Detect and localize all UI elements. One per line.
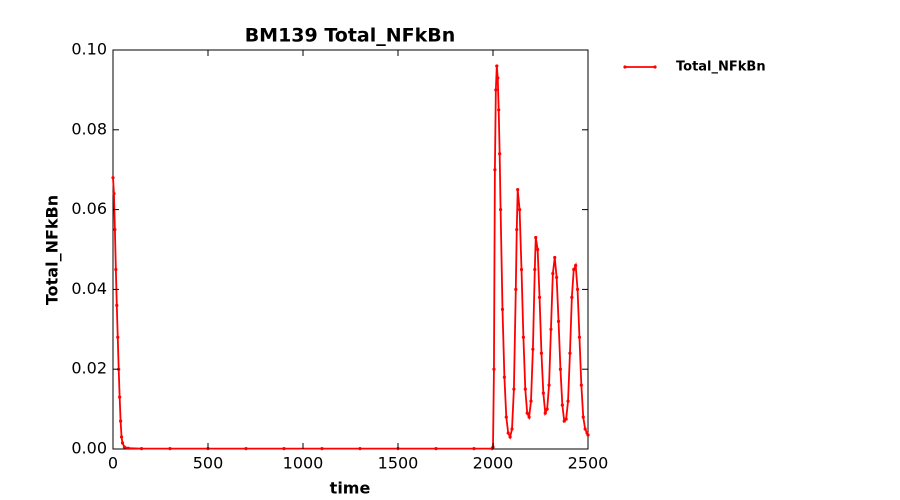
data-point [119, 435, 124, 439]
chart-title: BM139 Total_NFkBn [245, 25, 456, 47]
data-point [244, 447, 248, 451]
data-point [499, 208, 503, 212]
y-tick-label: 0.10 [71, 40, 107, 59]
data-point [529, 399, 533, 403]
data-point [111, 176, 115, 180]
y-tick-label: 0.02 [71, 359, 107, 378]
data-point [549, 327, 553, 331]
legend-label: Total_NFkBn [676, 60, 766, 75]
data-point [533, 267, 537, 272]
x-axis-label: time [330, 479, 371, 498]
data-point [566, 399, 570, 403]
data-point [168, 447, 172, 451]
data-point [574, 263, 578, 268]
data-point [119, 419, 123, 423]
data-point [122, 445, 126, 449]
y-tick-label: 0.00 [71, 439, 107, 458]
data-point [114, 267, 118, 272]
data-point [472, 447, 476, 451]
data-point [506, 431, 510, 435]
data-point [502, 375, 506, 379]
data-point [541, 391, 545, 395]
x-tick-label: 2000 [473, 454, 514, 473]
data-point [531, 347, 535, 351]
data-point [570, 295, 574, 299]
data-point [434, 447, 438, 451]
data-point [508, 435, 512, 439]
data-point [115, 303, 119, 307]
data-point [497, 108, 501, 112]
data-point [519, 267, 524, 272]
data-point [516, 188, 520, 192]
data-point [551, 271, 555, 276]
data-point [139, 447, 144, 451]
data-point [113, 227, 117, 232]
plot-frame [112, 49, 589, 450]
data-point [518, 208, 522, 212]
data-point [539, 351, 544, 355]
data-point [510, 427, 514, 431]
x-tick-label: 500 [193, 454, 224, 473]
data-point [358, 447, 362, 451]
x-tick-label: 0 [108, 454, 118, 473]
data-point [494, 88, 498, 92]
data-point [282, 447, 286, 451]
data-point [568, 351, 572, 355]
data-point [575, 287, 580, 291]
data-point [320, 447, 324, 451]
data-point [118, 395, 122, 399]
x-tick-label: 2500 [568, 454, 609, 473]
data-point [492, 367, 496, 371]
data-point [543, 411, 547, 415]
data-point [536, 247, 540, 252]
data-point [112, 192, 116, 196]
data-point [521, 335, 526, 339]
y-tick-label: 0.04 [71, 279, 107, 298]
data-point [553, 255, 557, 260]
data-point [564, 417, 568, 421]
data-point [579, 383, 583, 387]
data-point [515, 227, 519, 232]
data-point [577, 335, 582, 339]
data-point [547, 383, 551, 387]
data-point [504, 415, 508, 419]
data-point [545, 407, 549, 411]
x-tick-label: 1500 [378, 454, 419, 473]
plot-area [111, 64, 590, 451]
data-point [493, 168, 497, 172]
data-point [126, 446, 130, 450]
data-point [558, 367, 563, 371]
data-point [581, 415, 585, 419]
data-point [556, 319, 561, 323]
data-point [583, 427, 587, 431]
data-point [512, 387, 516, 391]
data-point [495, 64, 499, 68]
legend: Total_NFkBn [623, 60, 766, 75]
data-point [586, 433, 590, 437]
data-point [560, 403, 564, 407]
data-point [120, 441, 125, 445]
x-tick-label: 1000 [283, 454, 324, 473]
data-point [500, 307, 505, 311]
legend-marker [623, 65, 627, 69]
data-point [534, 235, 538, 240]
data-point [527, 415, 531, 419]
y-tick-label: 0.06 [71, 199, 107, 218]
data-point [572, 267, 576, 272]
data-point [514, 287, 518, 291]
data-point [555, 275, 559, 280]
data-point [116, 335, 120, 339]
data-point [498, 152, 502, 156]
data-point [525, 411, 529, 415]
legend-marker [653, 65, 657, 69]
data-point [523, 387, 527, 391]
y-tick-label: 0.08 [71, 119, 107, 138]
data-point [496, 76, 500, 80]
data-point [537, 295, 542, 299]
y-axis-label: Total_NFkBn [43, 195, 62, 305]
data-point [562, 419, 566, 423]
